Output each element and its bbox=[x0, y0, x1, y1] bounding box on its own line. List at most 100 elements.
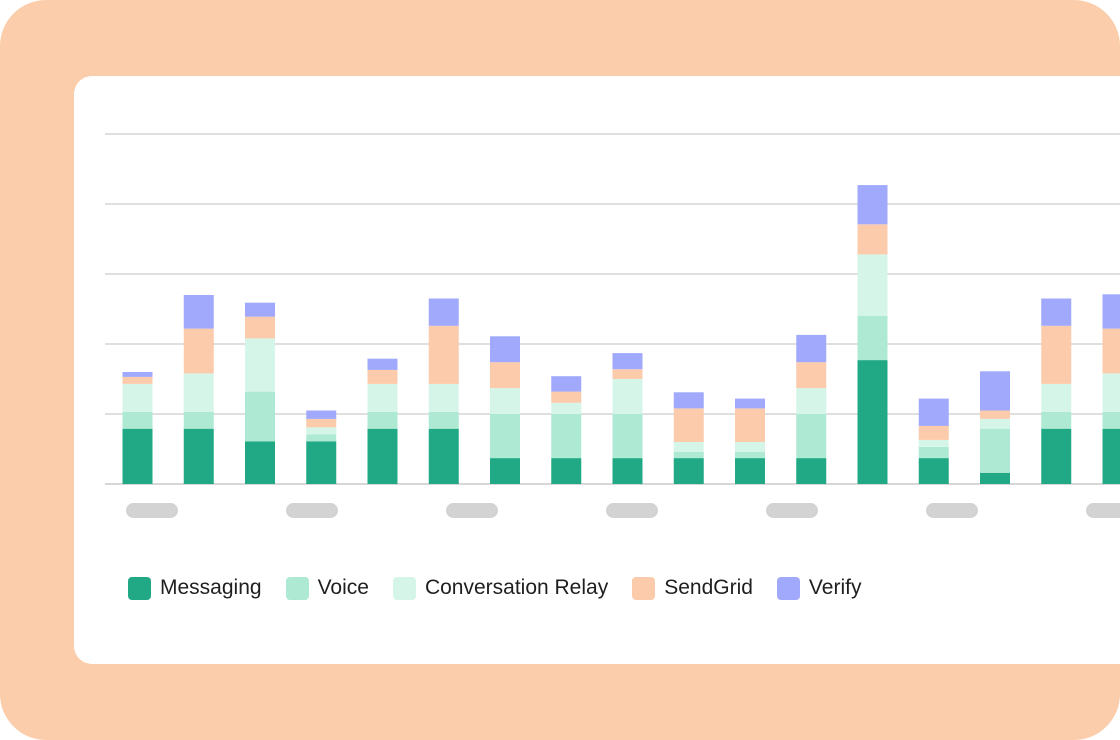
x-tick-label-placeholder bbox=[926, 503, 978, 518]
bar-segment-verify bbox=[918, 398, 949, 426]
legend-label: SendGrid bbox=[664, 576, 753, 599]
bar-segment-verify bbox=[857, 185, 888, 225]
x-tick-label-placeholder bbox=[606, 503, 658, 518]
bar-segment-voice bbox=[918, 446, 949, 459]
bar-segment-verify bbox=[367, 358, 398, 370]
bar-segment-voice bbox=[980, 428, 1010, 473]
bar-segment-conversation-relay bbox=[183, 373, 214, 412]
bar-segment-messaging bbox=[1041, 428, 1072, 484]
stacked-bar-chart bbox=[105, 133, 1120, 518]
bar-segment-voice bbox=[551, 414, 582, 459]
bar-segment-voice bbox=[612, 414, 643, 459]
bar-segment-conversation-relay bbox=[1102, 373, 1120, 412]
bar-segment-conversation-relay bbox=[612, 379, 643, 414]
bar-segment-sendgrid bbox=[796, 362, 827, 389]
bar-segment-sendgrid bbox=[245, 316, 275, 339]
x-tick-label-placeholder bbox=[766, 503, 818, 518]
legend-swatch bbox=[392, 576, 416, 600]
bar-segment-voice bbox=[1041, 411, 1072, 429]
bar-segment-messaging bbox=[796, 458, 827, 484]
bar-segment-sendgrid bbox=[673, 408, 704, 442]
bar-segment-verify bbox=[428, 298, 459, 326]
bar-segment-sendgrid bbox=[367, 369, 398, 384]
bar-segment-verify bbox=[551, 376, 582, 392]
bar-segment-verify bbox=[980, 371, 1010, 411]
bar-segment-conversation-relay bbox=[735, 442, 765, 452]
bar-segment-verify bbox=[1102, 294, 1120, 329]
bar-segment-verify bbox=[122, 372, 153, 377]
bar-segment-verify bbox=[796, 334, 827, 363]
legend-item-verify: Verify bbox=[776, 576, 861, 600]
x-tick-label-placeholder bbox=[126, 503, 178, 518]
bar-segment-voice bbox=[490, 414, 520, 459]
legend-item-messaging: Messaging bbox=[128, 576, 262, 600]
bar-segment-messaging bbox=[551, 458, 582, 484]
bar-segment-conversation-relay bbox=[796, 388, 827, 414]
bar-segment-conversation-relay bbox=[551, 402, 582, 414]
bar-segment-messaging bbox=[122, 428, 153, 484]
bar-segment-sendgrid bbox=[1102, 328, 1120, 374]
legend-swatch bbox=[128, 576, 151, 600]
bar-segment-messaging bbox=[490, 458, 520, 484]
bar-segment-sendgrid bbox=[735, 408, 765, 442]
bar-segment-messaging bbox=[857, 360, 888, 484]
bar-segment-voice bbox=[122, 411, 153, 429]
bar-segment-verify bbox=[1041, 298, 1072, 326]
bar-segment-conversation-relay bbox=[306, 427, 337, 435]
bar-segment-messaging bbox=[673, 458, 704, 484]
chart-card: Messaging Voice Conversation Relay SendGrid… bbox=[74, 76, 1120, 664]
bar-segment-voice bbox=[183, 411, 214, 429]
bar-segment-messaging bbox=[367, 428, 398, 484]
bar-segment-verify bbox=[735, 398, 765, 409]
x-tick-label-placeholder bbox=[1086, 503, 1120, 518]
bar-segment-sendgrid bbox=[490, 362, 520, 389]
bar-segment-verify bbox=[245, 302, 275, 317]
bar-segment-voice bbox=[673, 451, 704, 459]
bar-segment-sendgrid bbox=[183, 328, 214, 374]
bar-segment-verify bbox=[183, 295, 214, 329]
bar-segment-conversation-relay bbox=[918, 439, 949, 447]
bar-segment-verify bbox=[673, 392, 704, 409]
bar-segment-voice bbox=[857, 316, 888, 361]
bar-segment-sendgrid bbox=[857, 224, 888, 255]
bar-segment-sendgrid bbox=[306, 418, 337, 428]
bar-segment-messaging bbox=[918, 458, 949, 484]
legend-label: Voice bbox=[317, 576, 369, 599]
bar-segment-messaging bbox=[183, 428, 214, 484]
legend-item-sendgrid: SendGrid bbox=[632, 576, 753, 600]
legend-swatch bbox=[632, 576, 656, 600]
bar-segment-voice bbox=[306, 434, 337, 442]
bar-segment-sendgrid bbox=[122, 376, 153, 384]
bar-segment-voice bbox=[428, 411, 459, 429]
bar-segment-messaging bbox=[980, 472, 1010, 484]
bar-segment-voice bbox=[367, 411, 398, 429]
bar-segment-messaging bbox=[1102, 428, 1120, 484]
bar-segment-messaging bbox=[245, 441, 275, 484]
bar-segment-conversation-relay bbox=[245, 338, 275, 392]
bar-segment-conversation-relay bbox=[490, 388, 520, 414]
bar-segment-conversation-relay bbox=[122, 383, 153, 412]
bar-segment-sendgrid bbox=[612, 369, 643, 379]
bar-segment-conversation-relay bbox=[1041, 383, 1072, 412]
legend-swatch bbox=[776, 576, 800, 600]
bar-segment-messaging bbox=[612, 458, 643, 484]
bar-segment-verify bbox=[490, 336, 520, 363]
bar-segment-verify bbox=[612, 353, 643, 370]
bar-segment-messaging bbox=[428, 428, 459, 484]
bar-segment-verify bbox=[306, 410, 337, 419]
bar-segment-sendgrid bbox=[428, 325, 459, 384]
bar-segment-messaging bbox=[735, 458, 765, 484]
bar-segment-voice bbox=[1102, 411, 1120, 429]
bar-segment-sendgrid bbox=[551, 391, 582, 403]
x-tick-label-placeholder bbox=[286, 503, 338, 518]
bar-segment-voice bbox=[796, 414, 827, 459]
bar-segment-sendgrid bbox=[1041, 325, 1072, 384]
bar-segment-voice bbox=[735, 451, 765, 459]
bar-segment-conversation-relay bbox=[367, 383, 398, 412]
legend-swatch bbox=[285, 576, 309, 600]
bar-segment-voice bbox=[245, 391, 275, 442]
legend-label: Conversation Relay bbox=[424, 576, 609, 599]
bar-segment-messaging bbox=[306, 441, 337, 484]
bar-segment-conversation-relay bbox=[980, 418, 1010, 429]
legend-item-voice: Voice bbox=[285, 576, 369, 600]
